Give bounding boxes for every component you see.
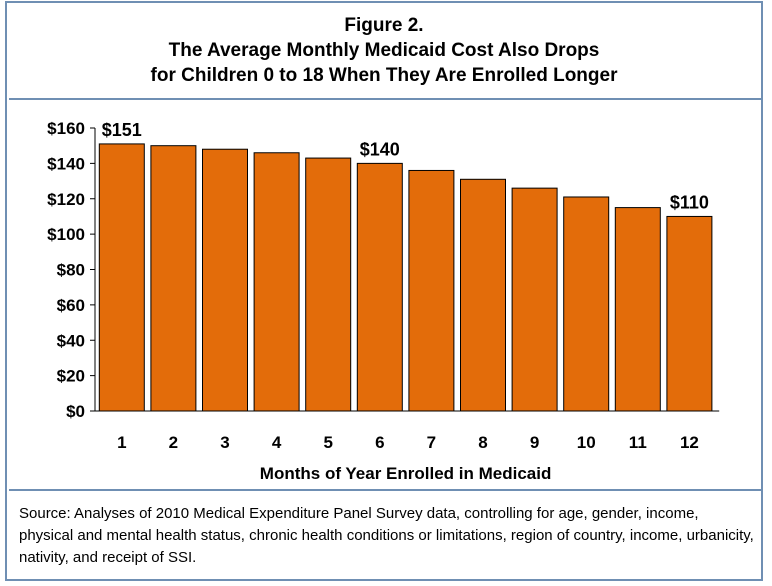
bar [202,148,248,412]
bar [563,196,610,412]
plot-frame [9,98,761,491]
title-line-3: for Children 0 to 18 When They Are Enrol… [150,65,618,86]
source-note: Source: Analyses of 2010 Medical Expendi… [19,505,754,566]
y-tick-label: $120 [47,190,85,209]
bar [614,207,661,412]
figure-frame: Figure 2. The Average Monthly Medicaid C… [5,1,763,581]
bar [408,169,455,412]
bar [356,162,403,412]
bar [305,157,352,412]
data-label: $140 [360,139,400,159]
y-tick-label: $100 [47,225,85,244]
x-axis-title: Months of Year Enrolled in Medicaid [260,464,552,483]
x-tick-label: 9 [530,433,539,452]
y-tick-label: $140 [47,154,85,173]
x-tick-label: 6 [375,433,384,452]
x-tick-label: 5 [323,433,332,452]
y-tick-label: $0 [66,402,85,421]
bar [460,178,506,412]
x-tick-label: 2 [169,433,178,452]
bar [98,143,145,412]
bar [150,145,197,412]
x-tick-label: 8 [478,433,487,452]
data-label: $151 [102,120,142,140]
title-line-2: The Average Monthly Medicaid Cost Also D… [168,40,600,61]
x-tick-label: 3 [220,433,229,452]
x-tick-label: 1 [117,433,126,452]
x-tick-label: 4 [272,433,282,452]
x-tick-label: 10 [577,433,596,452]
y-tick-label: $40 [57,331,85,350]
bar [666,215,713,412]
x-tick-label: 11 [629,433,647,452]
y-tick-label: $80 [57,261,85,280]
title-line-1: Figure 2. [344,15,424,36]
bar [511,187,558,412]
x-tick-label: 7 [427,433,436,452]
chart-title: Figure 2. The Average Monthly Medicaid C… [7,13,761,88]
y-tick-label: $60 [57,296,85,315]
y-tick-label: $20 [57,367,85,386]
y-tick-label: $160 [47,119,85,138]
bar [253,152,300,412]
x-tick-label: 12 [680,433,699,452]
data-label: $110 [670,192,709,212]
